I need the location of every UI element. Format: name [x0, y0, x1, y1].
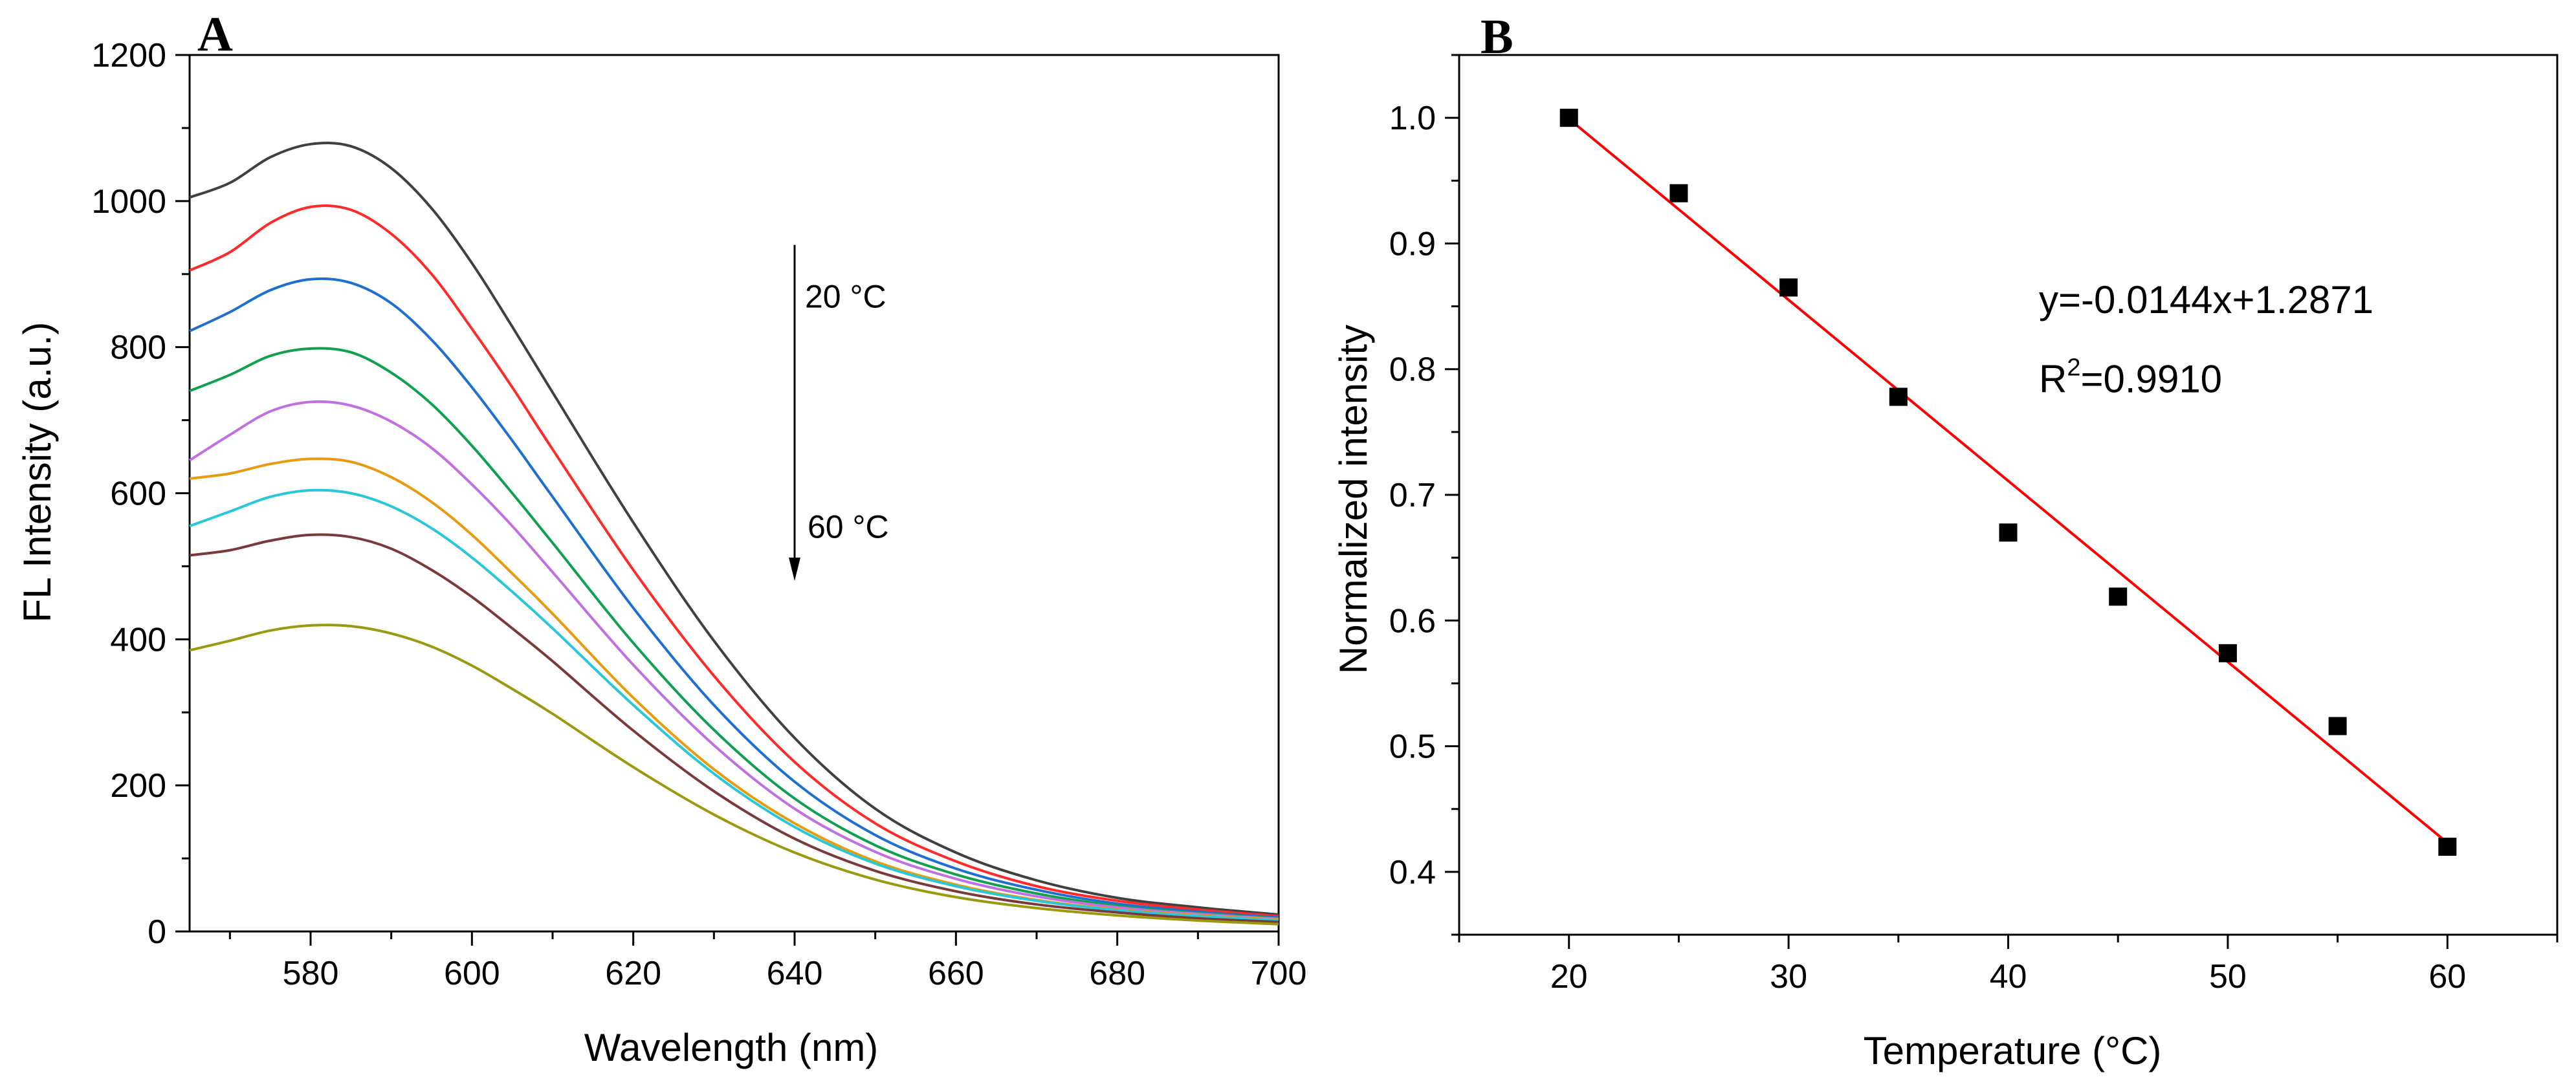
panel-b-x-axis-label: Temperature (°C)	[1864, 1029, 2162, 1072]
x-tick-label: 660	[928, 955, 984, 992]
fit-r-squared-label: R2=0.9910	[2039, 354, 2222, 400]
y-tick-label: 0.6	[1389, 602, 1436, 640]
data-point	[2438, 838, 2457, 856]
y-tick-label: 1200	[91, 37, 166, 74]
spectrum-line-2	[189, 204, 1279, 918]
x-tick-label: 60	[2428, 958, 2466, 996]
data-point	[1889, 387, 1908, 406]
data-point	[2218, 644, 2237, 662]
data-point	[2328, 717, 2347, 735]
y-tick-label: 0	[148, 913, 166, 951]
spectrum-line-7	[189, 488, 1279, 922]
linear-fit-line	[1568, 118, 2449, 844]
fit-equation-label: y=-0.0144x+1.2871	[2039, 278, 2373, 321]
x-tick-label: 580	[283, 955, 339, 992]
y-tick-label: 1000	[91, 183, 166, 221]
x-tick-label: 640	[767, 955, 823, 992]
y-tick-label: 400	[110, 621, 166, 658]
x-tick-label: 30	[1770, 958, 1807, 996]
panel-a-y-ticks: 0 200 400 600 800 1000 1200	[91, 37, 190, 951]
panel-a-plot-area	[188, 54, 1280, 933]
data-point	[1559, 109, 1578, 127]
spectrum-line-4	[189, 347, 1279, 920]
panel-a-y-axis-label: FL Intensity (a.u.)	[16, 322, 59, 623]
panel-a-label: A	[197, 7, 233, 61]
arrow-head	[789, 558, 800, 581]
r2-superscript: 2	[2067, 354, 2080, 381]
y-tick-label: 800	[110, 329, 166, 367]
panel-a-x-ticks: 580 600 620 640 660 680 700	[228, 931, 1307, 992]
x-tick-label: 680	[1089, 955, 1145, 992]
y-tick-label: 0.7	[1389, 477, 1436, 514]
y-tick-label: 0.8	[1389, 351, 1436, 389]
x-tick-label: 20	[1550, 958, 1588, 996]
panel-b: B 20 30 40 50 60 0.40.50.60.70.80.91.0 Tempe…	[1332, 10, 2559, 1072]
x-tick-label: 700	[1251, 955, 1307, 992]
x-tick-label: 600	[444, 955, 500, 992]
spectrum-line-5	[188, 400, 1279, 920]
panel-b-plot-area	[1458, 54, 2559, 936]
spectrum-line-1	[189, 141, 1279, 916]
panel-b-x-ticks: 20 30 40 50 60	[1458, 935, 2559, 996]
y-tick-label: 0.5	[1389, 728, 1436, 766]
panel-b-y-axis-label: Normalized intensity	[1332, 325, 1375, 674]
spectrum-line-9	[189, 624, 1279, 926]
y-tick-label: 0.4	[1389, 854, 1436, 891]
x-tick-label: 620	[605, 955, 661, 992]
panel-a: A 580 600 620 640 660 680 700 0 200 400 600 800 100…	[16, 7, 1306, 1069]
data-point	[2109, 587, 2128, 606]
panel-a-x-axis-label: Wavelength (nm)	[584, 1026, 879, 1069]
y-tick-label: 600	[110, 475, 166, 513]
data-point	[1999, 523, 2018, 542]
spectrum-line-6	[189, 457, 1279, 921]
arrow-end-label: 60 °C	[808, 508, 889, 545]
y-tick-label: 200	[110, 767, 166, 805]
y-tick-label: 1.0	[1389, 100, 1436, 137]
r2-prefix: R	[2039, 357, 2067, 400]
data-point	[1779, 278, 1798, 297]
y-tick-label: 0.9	[1389, 225, 1436, 263]
r2-value: =0.9910	[2081, 357, 2223, 400]
temperature-arrow	[789, 245, 800, 581]
panel-b-frame	[1458, 54, 2559, 936]
x-tick-label: 40	[1990, 958, 2027, 996]
data-point	[1669, 184, 1688, 202]
spectrum-line-3	[189, 277, 1279, 919]
x-tick-label: 50	[2209, 958, 2247, 996]
spectrum-line-8	[189, 533, 1279, 924]
arrow-start-label: 20 °C	[805, 279, 886, 315]
panel-b-y-ticks: 0.4 0.5 0.6 0.7 0.8 0.9 1.0	[1389, 54, 1459, 936]
